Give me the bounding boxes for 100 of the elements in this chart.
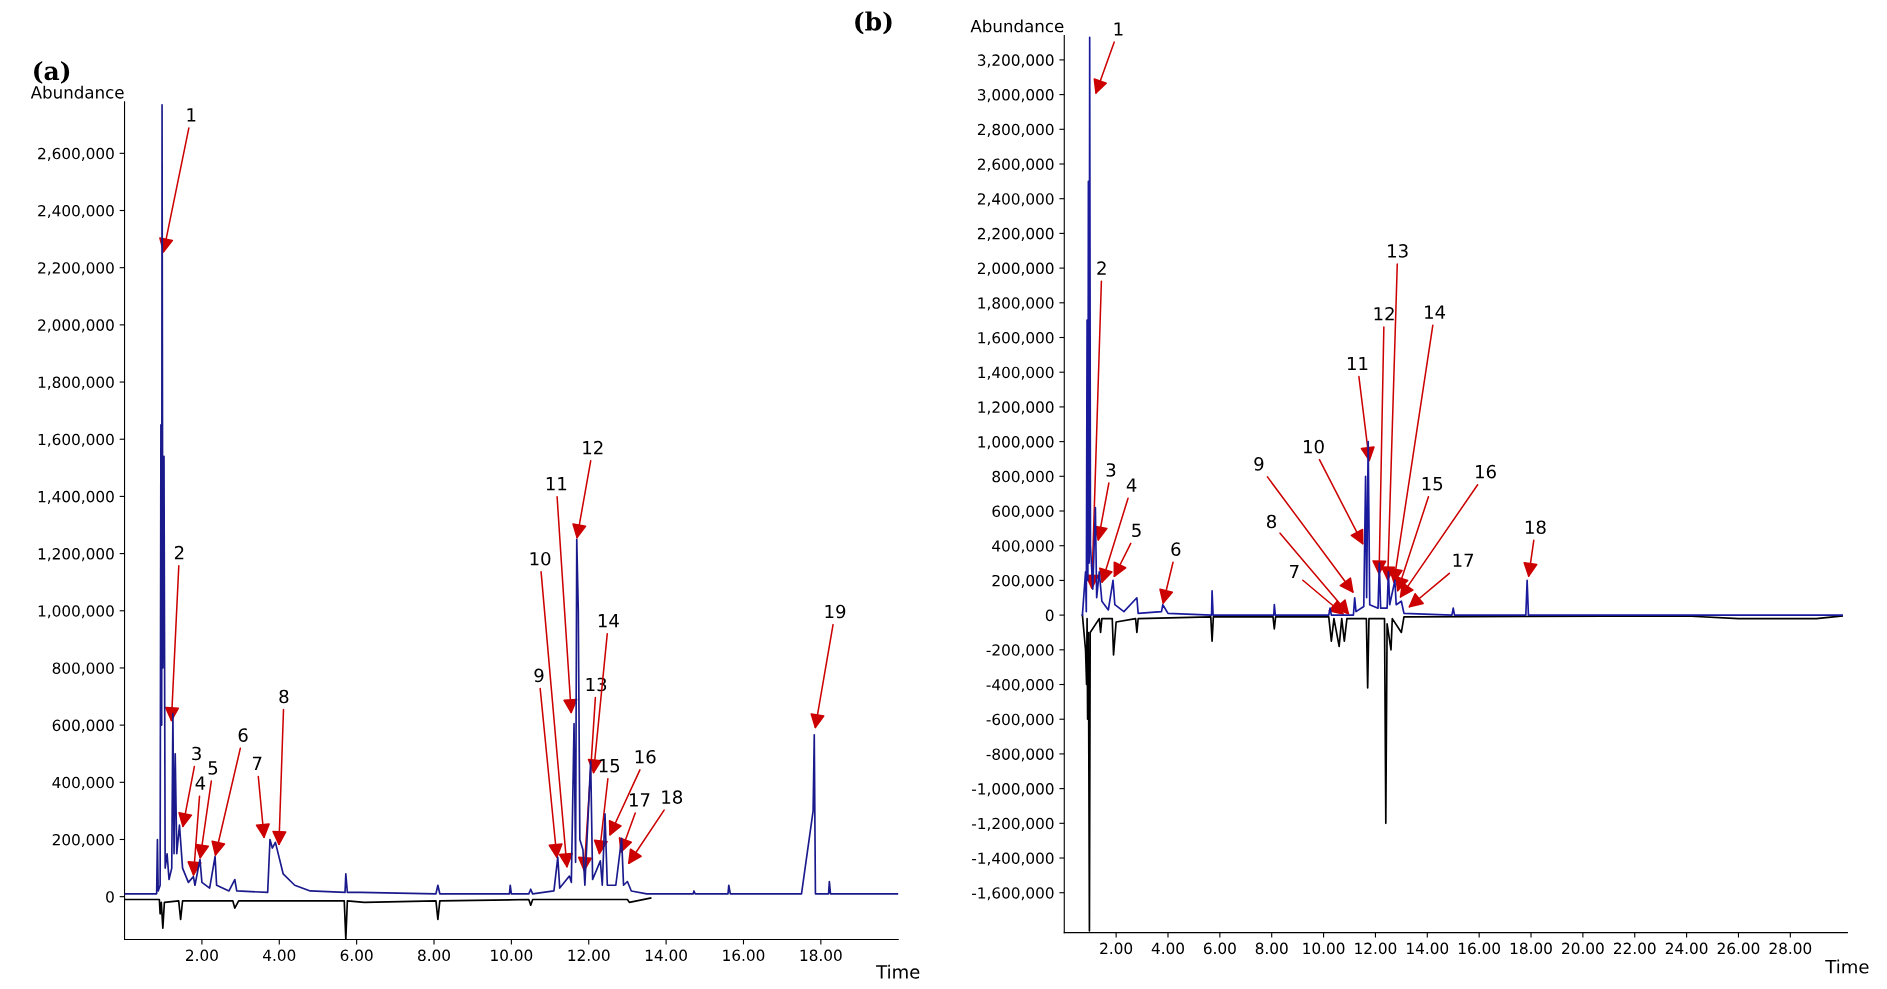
y-tick-label: 2,600,000 xyxy=(38,147,114,161)
y-tick-label: 3,000,000 xyxy=(977,89,1054,103)
annotation: 5 xyxy=(208,761,218,775)
annotation: 18 xyxy=(1525,520,1546,535)
x-tick-label: 24.00 xyxy=(1665,942,1708,955)
chart-title: (b) xyxy=(855,11,892,35)
annotation: 9 xyxy=(534,668,544,683)
y-tick-label: 2,000,000 xyxy=(977,262,1054,276)
y-tick-label: 400,000 xyxy=(992,540,1054,554)
annotation: 4 xyxy=(195,776,206,790)
y-tick-label: 800,000 xyxy=(52,662,114,676)
annotation: 18 xyxy=(662,790,683,804)
y-tick-label: 1,000,000 xyxy=(978,436,1054,450)
x-tick-label: 12.00 xyxy=(568,949,610,962)
annotation: 13 xyxy=(1388,244,1408,258)
y-tick-label: 1,800,000 xyxy=(978,297,1054,311)
y-tick-label: 1,600,000 xyxy=(978,331,1054,346)
annotation: 8 xyxy=(279,689,289,704)
annotation: 15 xyxy=(599,759,620,773)
annotation: 17 xyxy=(629,793,650,807)
x-tick-label: 16.00 xyxy=(1458,942,1501,955)
x-tick-label: 16.00 xyxy=(723,949,765,962)
annotation: 7 xyxy=(252,756,262,770)
annotation: 7 xyxy=(1290,564,1299,579)
y-tick-label: 3,200,000 xyxy=(977,54,1054,68)
annotation: 6 xyxy=(1171,542,1181,556)
y-tick-label: -800,000 xyxy=(986,748,1054,762)
x-tick-label: 28.00 xyxy=(1769,942,1812,955)
line-series xyxy=(124,103,899,895)
annotation: 16 xyxy=(635,749,656,764)
y-tick-label: 2,200,000 xyxy=(38,262,114,276)
annotation: 4 xyxy=(1126,478,1137,492)
x-tick-label: 20.00 xyxy=(1562,942,1604,955)
x-tick-label: 8.00 xyxy=(1255,942,1288,955)
annotation: 3 xyxy=(192,746,201,761)
x-tick-label: 12.00 xyxy=(1355,942,1397,955)
x-tick-label: 14.00 xyxy=(645,949,687,962)
x-tick-label: 26.00 xyxy=(1717,942,1760,955)
y-tick-label: 1,200,000 xyxy=(38,548,114,562)
annotation: 2 xyxy=(1097,261,1106,275)
y-tick-label: 2,800,000 xyxy=(977,123,1054,137)
y-tick-label: 2,000,000 xyxy=(38,319,114,333)
annotation: 3 xyxy=(1106,463,1116,477)
x-tick-label: 6.00 xyxy=(340,949,373,962)
annotation: 19 xyxy=(825,604,846,619)
y-tick-label: 600,000 xyxy=(52,719,114,733)
annotation: 17 xyxy=(1453,553,1474,567)
annotation: 10 xyxy=(530,551,551,566)
x-tick-label: 2.00 xyxy=(186,949,218,962)
x-tick-label: 22.00 xyxy=(1613,942,1656,955)
annotation: 8 xyxy=(1266,514,1277,529)
y-tick-label: 2,400,000 xyxy=(38,204,114,219)
y-axis-title: Abundance xyxy=(30,85,124,99)
x-tick-label: 14.00 xyxy=(1407,942,1449,955)
y-tick-label: -1,200,000 xyxy=(972,817,1054,831)
annotation: 12 xyxy=(583,440,603,455)
annotation: 16 xyxy=(1476,464,1496,479)
x-tick-label: 4.00 xyxy=(1151,942,1184,955)
y-tick-label: 2,400,000 xyxy=(977,193,1054,207)
annotation: 5 xyxy=(1132,523,1141,538)
annotation: 6 xyxy=(238,728,248,742)
y-tick-label: 800,000 xyxy=(992,470,1054,484)
y-tick-label: 600,000 xyxy=(992,505,1054,519)
y-tick-label: -400,000 xyxy=(986,678,1054,693)
y-tick-label: 2,200,000 xyxy=(977,227,1054,241)
y-tick-label: 1,600,000 xyxy=(38,433,114,447)
annotation: 11 xyxy=(546,477,567,491)
y-tick-label: 1,800,000 xyxy=(38,376,114,390)
annotation: 14 xyxy=(598,614,619,628)
annotation: 2 xyxy=(174,545,184,560)
x-tick-label: 18.00 xyxy=(800,949,842,962)
annotation: 11 xyxy=(1347,356,1368,371)
y-tick-label: 0 xyxy=(106,891,114,903)
x-tick-label: 18.00 xyxy=(1510,942,1552,955)
x-axis-title: Time xyxy=(1825,959,1869,974)
x-tick-label: 10.00 xyxy=(491,949,533,962)
annotation: 12 xyxy=(1374,306,1394,321)
x-tick-label: 6.00 xyxy=(1203,942,1236,955)
y-tick-label: -1,000,000 xyxy=(972,783,1054,797)
chart-title: (a) xyxy=(34,60,70,84)
y-tick-label: 2,600,000 xyxy=(977,158,1054,172)
y-tick-label: 1,200,000 xyxy=(978,401,1054,415)
y-tick-label: -200,000 xyxy=(986,644,1054,658)
y-tick-label: 200,000 xyxy=(992,574,1054,588)
y-tick-label: 400,000 xyxy=(52,776,114,790)
x-tick-label: 4.00 xyxy=(263,949,296,962)
x-axis-title: Time xyxy=(876,964,920,979)
y-tick-label: -600,000 xyxy=(986,713,1054,727)
y-tick-label: 0 xyxy=(1045,609,1054,622)
x-tick-label: 8.00 xyxy=(418,949,450,962)
y-tick-label: 1,400,000 xyxy=(978,366,1054,380)
x-tick-label: 10.00 xyxy=(1303,942,1345,955)
annotation: 9 xyxy=(1254,457,1264,471)
line-series xyxy=(1081,36,1844,616)
annotation: 14 xyxy=(1425,305,1446,319)
y-tick-label: 1,000,000 xyxy=(38,605,114,619)
annotation: 15 xyxy=(1422,477,1443,491)
annotation: 1 xyxy=(187,108,196,122)
annotation: 1 xyxy=(1114,22,1123,36)
x-tick-label: 2.00 xyxy=(1100,942,1133,955)
